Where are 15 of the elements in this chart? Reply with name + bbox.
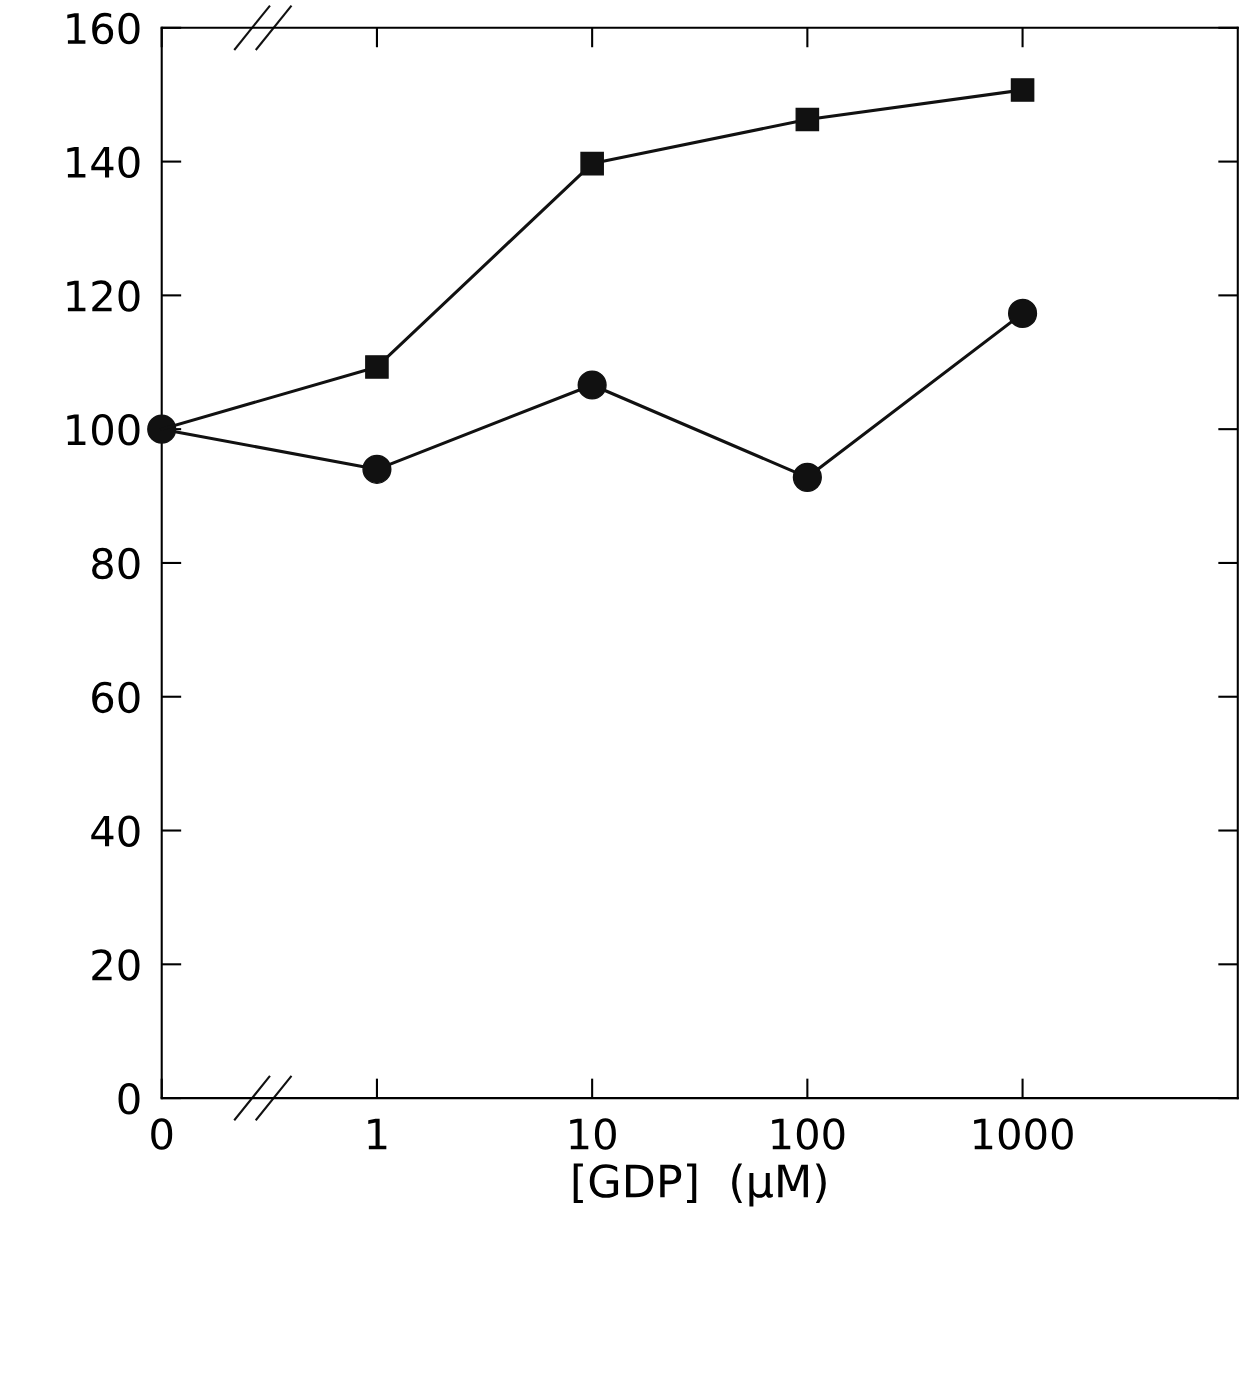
y-tick-label: 100 [67,414,140,446]
y-tick-label: 160 [67,12,140,45]
x-tick-label: 1 [368,1118,387,1150]
y-tick-label: 40 [91,815,140,847]
x-tick-label: 10 [570,1118,616,1150]
y-tick-label: 20 [92,949,140,981]
y-tick-label: 60 [92,681,140,714]
y-tick-label: 0 [118,1083,140,1115]
x-axis-title: [GDP] (μM) [573,1163,826,1207]
y-tick-label: 120 [67,280,140,312]
x-tick-label: 0 [151,1118,173,1150]
y-tick-label: 140 [67,146,140,179]
x-tick-label: 1000 [974,1118,1073,1150]
x-tick-label: 100 [772,1118,845,1150]
y-tick-label: 80 [92,547,140,580]
